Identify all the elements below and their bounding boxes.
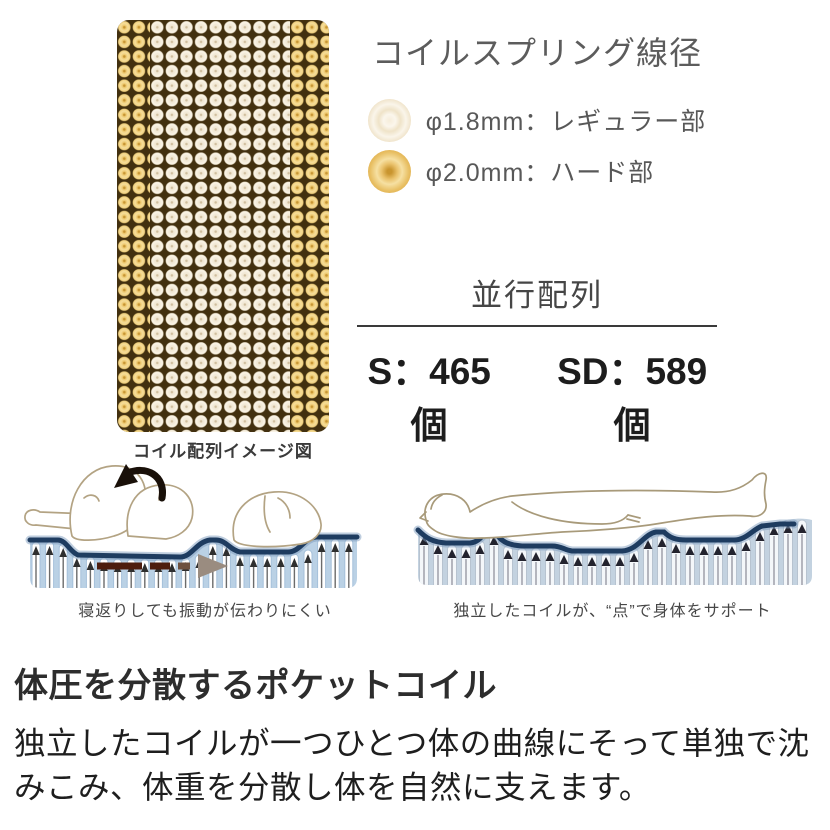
supine-sleeper-figure bbox=[419, 472, 768, 540]
legend-row-hard: φ2.0mm：ハード部 bbox=[367, 149, 707, 193]
arrangement-divider bbox=[357, 325, 717, 327]
turn-over-arrow bbox=[114, 464, 166, 502]
coil-regular-icon bbox=[367, 98, 411, 142]
rolling-over-illustration bbox=[24, 464, 362, 588]
hard-coil-stripe-right bbox=[290, 20, 329, 432]
right-figure-caption: 独立したコイルが、“点”で身体をサポート bbox=[453, 603, 772, 620]
description-body: 独立したコイルが一つひとつ体の曲線にそって単独で沈みこみ、体重を分散し体を自然に… bbox=[14, 725, 810, 805]
legend-label-hard: φ2.0mm：ハード部 bbox=[425, 159, 655, 187]
wire-diameter-legend: φ1.8mm：レギュラー部 φ2.0mm：ハード部 bbox=[367, 98, 707, 200]
count-single: S：465個 bbox=[367, 351, 491, 446]
vibration-arrow bbox=[97, 554, 228, 578]
legend-label-regular: φ1.8mm：レギュラー部 bbox=[425, 108, 707, 136]
contour-line bbox=[415, 521, 797, 554]
diagram-caption: コイル配列イメージ図 bbox=[133, 442, 313, 461]
regular-coil-area bbox=[150, 20, 290, 432]
body-support-illustration bbox=[413, 472, 812, 585]
legend-row-regular: φ1.8mm：レギュラー部 bbox=[367, 98, 707, 142]
coil-counts: S：465個 SD：589個 bbox=[353, 341, 721, 449]
spec-title: コイルスプリング線径 bbox=[371, 35, 702, 71]
left-figure-caption: 寝返りしても振動が伝わりにくい bbox=[78, 603, 332, 620]
contour-line bbox=[27, 534, 360, 560]
coil-hard-icon bbox=[367, 149, 411, 193]
count-semidouble: SD：589個 bbox=[557, 351, 708, 446]
description-section: 体圧を分散するポケットコイル 独立したコイルが一つひとつ体の曲線にそって単独で沈… bbox=[14, 658, 824, 809]
coil-spec-section: コイルスプリング線径 φ1.8mm：レギュラー部 φ2.0mm：ハード部 並行配… bbox=[353, 28, 721, 449]
arrangement-title: 並行配列 bbox=[471, 278, 603, 313]
description-heading: 体圧を分散するポケットコイル bbox=[14, 667, 497, 705]
rolling-sleeper-figure bbox=[24, 465, 322, 548]
hard-coil-stripe-left bbox=[117, 20, 150, 432]
coil-arrangement-diagram bbox=[117, 20, 329, 432]
